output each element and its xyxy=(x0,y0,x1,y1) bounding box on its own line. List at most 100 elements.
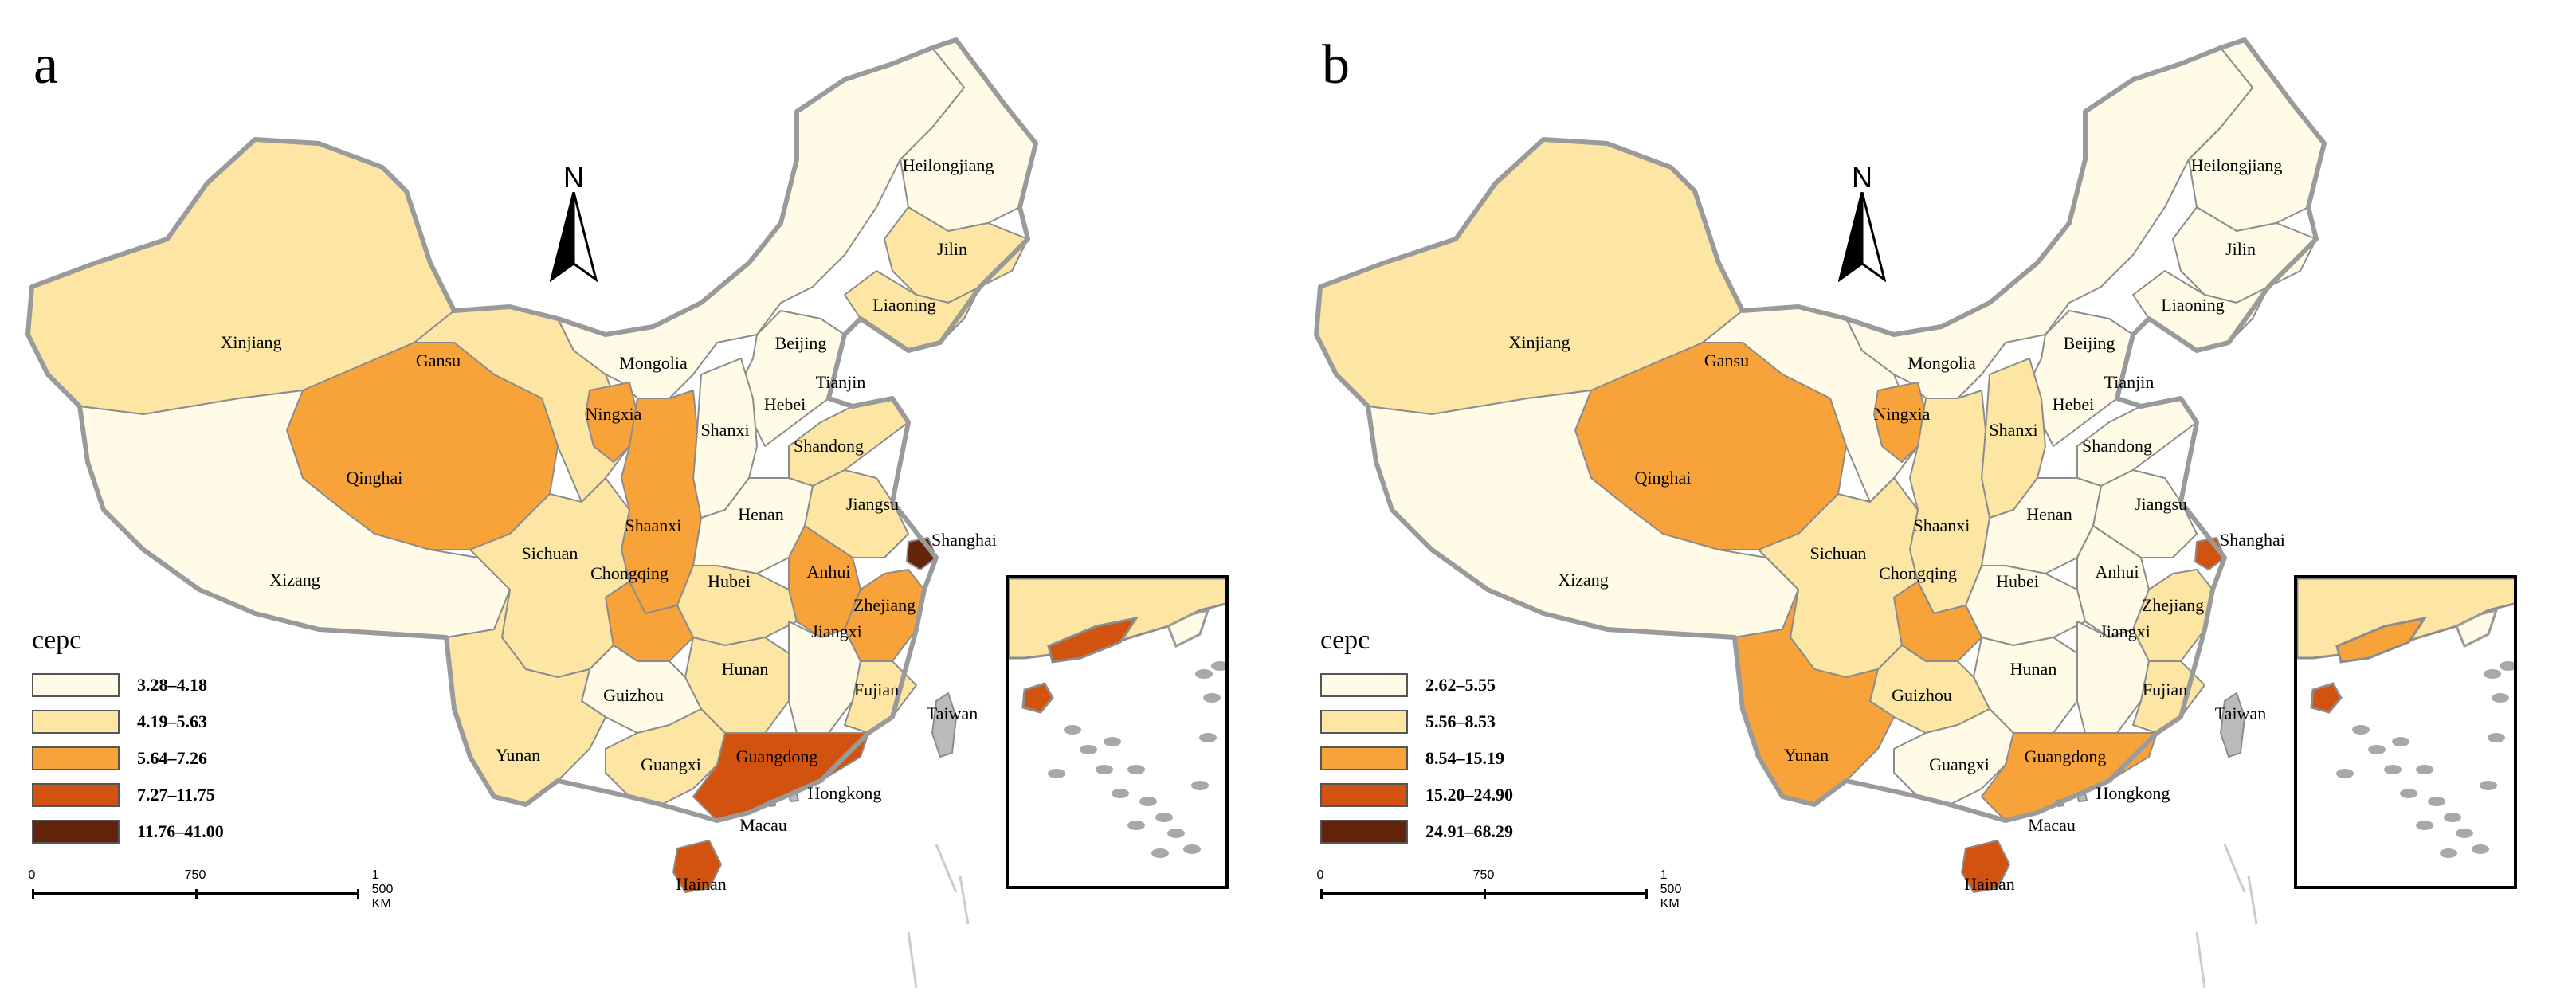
inset-island xyxy=(1127,765,1145,774)
province-label-shanxi: Shanxi xyxy=(700,420,749,440)
legend-label: 15.20–24.90 xyxy=(1425,785,1513,805)
inset-fujian xyxy=(1166,608,1210,648)
legend-item: 2.62–5.55 xyxy=(1320,667,1513,703)
coast-line xyxy=(935,844,958,893)
inset-island xyxy=(2352,725,2370,735)
north-label: N xyxy=(563,161,584,194)
legend-swatch xyxy=(32,820,120,844)
province-label-tianjin: Tianjin xyxy=(816,372,866,392)
inset-island xyxy=(1151,848,1169,858)
inset-island xyxy=(2500,661,2514,671)
inset-island xyxy=(2444,813,2461,822)
province-label-guangdong: Guangdong xyxy=(736,746,818,766)
inset-island xyxy=(2484,669,2501,679)
inset-island xyxy=(2336,769,2354,778)
province-label-ningxia: Ningxia xyxy=(586,404,642,424)
inset-island xyxy=(2384,765,2402,774)
scale-end-right xyxy=(357,889,359,899)
province-label-guangdong: Guangdong xyxy=(2025,746,2107,766)
province-label-shanghai: Shanghai xyxy=(931,530,997,550)
province-label-anhui: Anhui xyxy=(807,562,851,582)
legend-item: 5.56–8.53 xyxy=(1320,703,1513,740)
legend-swatch xyxy=(32,673,120,697)
legend-item: 5.64–7.26 xyxy=(32,740,224,777)
province-label-xizang: Xizang xyxy=(1558,570,1609,590)
inset-island xyxy=(1104,737,1121,746)
inset-island xyxy=(2472,844,2489,854)
province-label-mongolia: Mongolia xyxy=(1907,353,1976,373)
province-label-hunan: Hunan xyxy=(722,659,769,679)
province-label-hebei: Hebei xyxy=(764,394,806,414)
panel-letter: b xyxy=(1322,34,1350,96)
legend-swatch xyxy=(32,710,120,734)
legend-title: cepc xyxy=(32,625,82,655)
province-label-taiwan: Taiwan xyxy=(927,703,978,723)
inset-island xyxy=(2400,789,2417,798)
inset-mainland xyxy=(2297,578,2514,660)
province-label-heilongjiang: Heilongjiang xyxy=(903,155,994,175)
province-label-macau: Macau xyxy=(2028,815,2076,835)
legend-label: 24.91–68.29 xyxy=(1425,821,1513,841)
province-ningxia xyxy=(1873,382,1927,463)
province-taiwan xyxy=(931,692,957,758)
china-map: Heilongjiang Jilin Liaoning Xinjiang Gansu Mo… xyxy=(25,37,1038,989)
inset-island xyxy=(1112,789,1129,798)
coast-line xyxy=(2223,844,2246,893)
inset-island xyxy=(1195,669,1213,679)
legend-item: 4.19–5.63 xyxy=(32,703,224,740)
province-label-guizhou: Guizhou xyxy=(603,685,664,705)
inset-island xyxy=(1167,829,1185,838)
province-taiwan xyxy=(2220,692,2245,758)
province-label-hunan: Hunan xyxy=(2010,659,2057,679)
north-label: N xyxy=(1852,161,1872,194)
legend-label: 2.62–5.55 xyxy=(1425,675,1496,695)
province-guangxi xyxy=(605,708,726,805)
scale-bar: 0 750 1 500 KM xyxy=(1317,868,1682,911)
province-label-shandong: Shandong xyxy=(2082,436,2152,456)
province-label-xinjiang: Xinjiang xyxy=(1509,332,1570,352)
province-label-hainan: Hainan xyxy=(1964,874,2015,894)
coast-line xyxy=(2247,876,2258,925)
province-label-shanghai: Shanghai xyxy=(2220,530,2285,550)
legend-label: 8.54–15.19 xyxy=(1425,748,1504,768)
scale-label-1500: 1 500 KM xyxy=(371,868,394,911)
province-label-hubei: Hubei xyxy=(708,571,751,591)
legend-item: 15.20–24.90 xyxy=(1320,777,1513,813)
province-label-anhui: Anhui xyxy=(2096,562,2139,582)
legend-label: 5.56–8.53 xyxy=(1425,711,1496,731)
north-arrow: N xyxy=(549,161,598,292)
province-label-qinghai: Qinghai xyxy=(1635,468,1692,488)
inset-island xyxy=(2492,693,2509,703)
province-label-xizang: Xizang xyxy=(269,570,320,590)
legend-item: 24.91–68.29 xyxy=(1320,813,1513,850)
scale-end-left xyxy=(32,889,34,899)
province-label-hebei: Hebei xyxy=(2053,394,2095,414)
province-label-jiangsu: Jiangsu xyxy=(2135,494,2187,514)
inset-island xyxy=(1127,821,1145,830)
scale-end-right xyxy=(1645,889,1648,899)
province-label-shandong: Shandong xyxy=(794,436,864,456)
province-label-sichuan: Sichuan xyxy=(522,543,578,563)
inset-island xyxy=(2456,829,2473,838)
province-label-shanxi: Shanxi xyxy=(1989,420,2037,440)
panel-letter: a xyxy=(33,34,59,96)
legend-label: 11.76–41.00 xyxy=(137,821,224,841)
inset-island xyxy=(1048,769,1065,778)
province-label-jiangxi: Jiangxi xyxy=(2100,621,2151,641)
inset-island xyxy=(2368,745,2386,754)
legend: cepc 3.28–4.18 4.19–5.63 5.64–7.26 7.27–11.… xyxy=(32,625,224,850)
province-label-yunan: Yunan xyxy=(1784,745,1829,765)
legend-label: 5.64–7.26 xyxy=(137,748,207,768)
inset-island xyxy=(2392,737,2409,746)
legend-swatch xyxy=(1320,783,1408,807)
inset-island xyxy=(1080,745,1097,754)
country-outline xyxy=(25,37,1038,823)
province-guangxi xyxy=(1893,708,2014,805)
province-label-gansu: Gansu xyxy=(1704,351,1749,370)
province-label-jilin: Jilin xyxy=(937,239,967,259)
province-label-guangxi: Guangxi xyxy=(1929,754,1990,774)
scale-bar: 0 750 1 500 KM xyxy=(29,868,394,911)
legend-swatch xyxy=(1320,746,1408,770)
inset-island xyxy=(1096,765,1113,774)
province-label-mongolia: Mongolia xyxy=(619,353,688,373)
